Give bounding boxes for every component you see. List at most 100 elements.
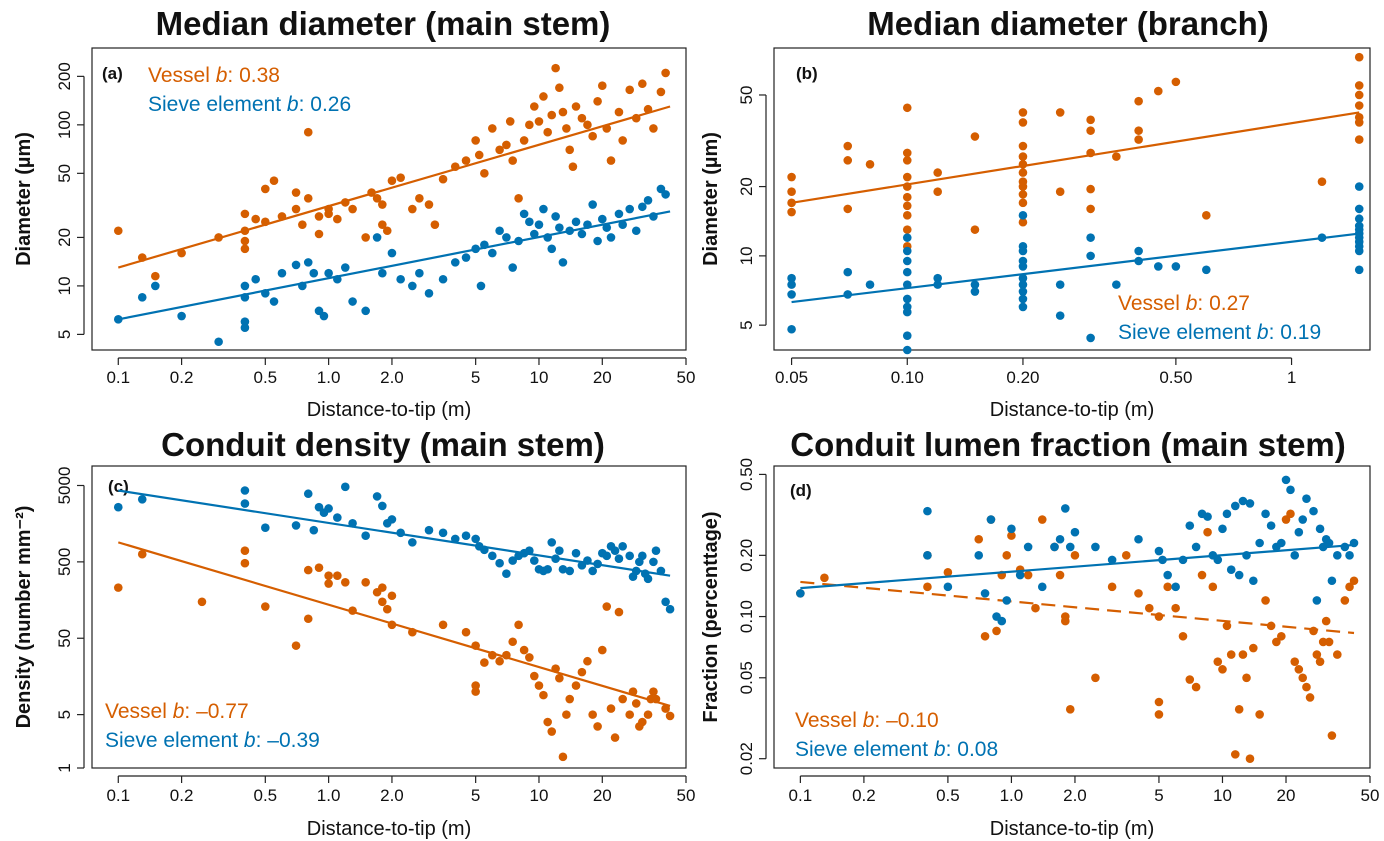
sieve-point bbox=[902, 331, 912, 340]
plot-frame bbox=[91, 465, 687, 769]
sieve-point bbox=[378, 501, 387, 511]
vessel-point bbox=[638, 79, 647, 89]
vessel-point bbox=[555, 673, 564, 683]
sieve-fit-line bbox=[118, 210, 671, 321]
vessel-point bbox=[631, 699, 641, 708]
sieve-point bbox=[1018, 280, 1028, 289]
vessel-point bbox=[495, 145, 504, 155]
vessel-point bbox=[1018, 190, 1028, 199]
vessel-point bbox=[902, 148, 912, 158]
vessel-point bbox=[606, 704, 616, 713]
x-tick-label: 50 bbox=[1361, 786, 1380, 805]
sieve-point bbox=[1234, 570, 1244, 580]
y-tick-label: 200 bbox=[55, 62, 74, 90]
sieve-point bbox=[1153, 262, 1163, 271]
vessel-point bbox=[1298, 673, 1308, 683]
vessel-point bbox=[602, 602, 612, 611]
sieve-point bbox=[488, 248, 497, 258]
vessel-point bbox=[269, 176, 279, 185]
vessel-point bbox=[1018, 118, 1028, 127]
sieve-point bbox=[137, 494, 147, 504]
sieve-point bbox=[565, 566, 575, 576]
sieve-point bbox=[240, 499, 250, 508]
x-tick-label: 0.2 bbox=[852, 786, 876, 805]
vessel-point bbox=[1318, 637, 1328, 647]
vessel-point bbox=[508, 156, 517, 165]
sieve-point bbox=[1266, 521, 1276, 530]
sieve-point bbox=[387, 515, 397, 524]
vessel-point bbox=[933, 168, 942, 177]
x-tick-label: 20 bbox=[593, 368, 612, 387]
sieve-point bbox=[665, 604, 675, 614]
vessel-point bbox=[378, 597, 387, 607]
y-tick-label: 0.05 bbox=[737, 661, 756, 694]
sieve-point bbox=[1213, 555, 1223, 565]
vessel-point bbox=[387, 176, 397, 185]
sieve-point bbox=[902, 256, 912, 266]
x-tick-label: 1.0 bbox=[1000, 786, 1024, 805]
vessel-point bbox=[251, 214, 260, 224]
sieve-point bbox=[1202, 265, 1211, 275]
sieve-point bbox=[1055, 311, 1065, 320]
vessel-point bbox=[1315, 657, 1325, 666]
vessel-point bbox=[547, 727, 557, 736]
sieve-point bbox=[1354, 214, 1364, 224]
vessel-point bbox=[1333, 650, 1342, 659]
sieve-point bbox=[314, 502, 324, 512]
vessel-point bbox=[314, 212, 324, 221]
sieve-point bbox=[1222, 509, 1232, 519]
vessel-point bbox=[1354, 81, 1364, 90]
x-tick-label: 50 bbox=[677, 368, 696, 387]
vessel-point bbox=[240, 546, 250, 556]
sieve-point bbox=[1037, 582, 1047, 592]
sieve-point bbox=[625, 204, 635, 214]
sieve-point bbox=[593, 236, 602, 246]
sieve-point bbox=[1226, 565, 1236, 574]
vessel-point bbox=[1055, 108, 1065, 117]
sieve-point bbox=[1324, 538, 1334, 548]
vessel-point bbox=[902, 156, 912, 165]
vessel-point bbox=[1018, 141, 1028, 151]
vessel-point bbox=[177, 248, 186, 258]
x-tick-label: 1 bbox=[1287, 368, 1296, 387]
sieve-point bbox=[597, 214, 607, 224]
vessel-point bbox=[1272, 637, 1281, 647]
vessel-point bbox=[555, 83, 564, 93]
vessel-point bbox=[261, 184, 270, 194]
vessel-point bbox=[1277, 631, 1286, 641]
vessel-point bbox=[583, 120, 592, 130]
sieve-point bbox=[618, 220, 627, 229]
vessel-point bbox=[992, 626, 1001, 636]
vessel-point bbox=[471, 681, 480, 690]
sieve-point bbox=[1018, 294, 1028, 304]
vessel-point bbox=[933, 187, 942, 197]
vessel-point bbox=[372, 193, 382, 203]
vessel-point bbox=[240, 244, 250, 254]
sieve-point bbox=[1286, 485, 1295, 495]
sieve-point bbox=[450, 258, 460, 267]
vessel-point bbox=[298, 220, 307, 229]
panel-label: (c) bbox=[108, 477, 129, 496]
vessel-point bbox=[661, 68, 670, 78]
vessel-point bbox=[1327, 731, 1337, 740]
sieve-point bbox=[309, 268, 319, 278]
vessel-point bbox=[902, 225, 912, 234]
vessel-point bbox=[1134, 135, 1143, 144]
sieve-point bbox=[303, 258, 313, 267]
vessel-point bbox=[558, 107, 568, 117]
x-tick-label: 5 bbox=[471, 368, 480, 387]
sieve-point bbox=[588, 566, 597, 576]
y-tick-label: 5 bbox=[55, 710, 74, 719]
sieve-point bbox=[1002, 596, 1012, 605]
sieve-point bbox=[1107, 555, 1117, 565]
vessel-point bbox=[902, 103, 912, 113]
sieve-point bbox=[1261, 509, 1270, 519]
vessel-point bbox=[820, 573, 829, 583]
sieve-point bbox=[408, 538, 417, 547]
vessel-point bbox=[1055, 570, 1065, 580]
sieve-point bbox=[303, 489, 313, 499]
vessel-point bbox=[1018, 152, 1028, 161]
panel-label: (b) bbox=[796, 64, 818, 83]
sieve-point bbox=[614, 209, 624, 219]
sieve-point bbox=[649, 557, 658, 567]
